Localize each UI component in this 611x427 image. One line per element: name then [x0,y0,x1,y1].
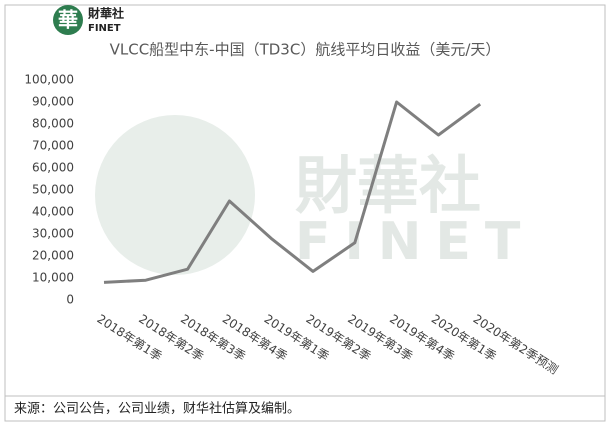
logo-emblem-bg [53,5,83,35]
watermark-brand: FINET [295,212,534,272]
y-tick-label: 50,000 [32,183,74,197]
logo-brand: FINET [88,23,121,34]
logo-emblem: 華 [58,8,78,32]
source: 来源：公司公告，公司业绩，财华社估算及编制。 [14,401,300,417]
y-tick-label: 30,000 [32,227,74,241]
y-tick-label: 0 [66,293,74,307]
watermark-name: 財華社 [295,149,481,222]
y-tick-label: 40,000 [32,205,74,219]
line [103,100,482,284]
y-tick-label: 100,000 [24,73,74,87]
y-tick-label: 90,000 [32,95,74,109]
y-tick-label: 80,000 [32,117,74,131]
logo-name: 財華社 [87,6,124,21]
y-tick-label: 70,000 [32,139,74,153]
y-tick-label: 10,000 [32,271,74,285]
watermark-emblem-bg [95,115,255,275]
y-tick-label: 60,000 [32,161,74,175]
frame [4,4,606,422]
y-tick-label: 20,000 [32,249,74,263]
chart-title: VLCC船型中东-中国（TD3C）航线平均日收益（美元/天） [110,41,501,59]
